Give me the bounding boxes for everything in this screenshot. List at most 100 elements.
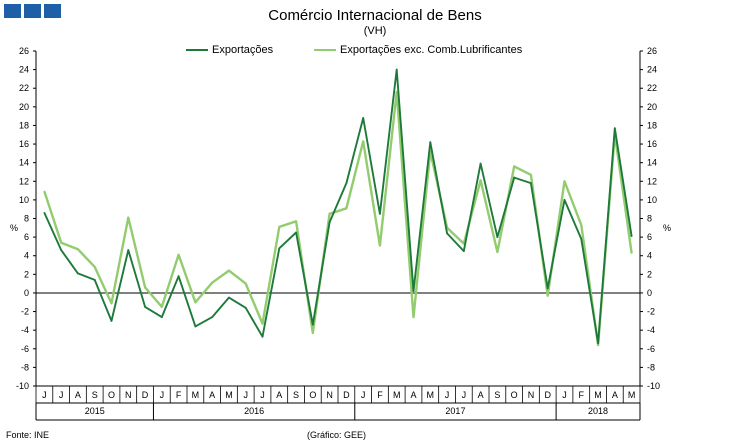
data-point-exportacoes-exc [93, 265, 96, 268]
legend-label-exportacoes: Exportações [212, 44, 274, 56]
x-tick-label: M [427, 390, 435, 400]
data-point-exportacoes-exc [513, 165, 516, 168]
data-point-exportacoes [244, 306, 247, 309]
y-tick-label-right: 22 [647, 83, 657, 93]
data-point-exportacoes [194, 325, 197, 328]
data-point-exportacoes-exc [412, 316, 415, 319]
data-point-exportacoes [462, 250, 465, 252]
x-tick-label: F [377, 390, 383, 400]
data-point-exportacoes [110, 319, 113, 322]
y-tick-label-right: 2 [647, 269, 652, 279]
data-point-exportacoes [295, 231, 297, 234]
y-tick-label-right: -8 [647, 362, 655, 372]
x-tick-label: O [511, 390, 518, 400]
x-tick-label: J [243, 390, 248, 400]
data-point-exportacoes-exc [379, 244, 381, 247]
x-tick-label: A [410, 390, 416, 400]
data-point-exportacoes-exc [261, 322, 264, 325]
chart-credit: (Gráfico: GEE) [307, 430, 367, 440]
x-tick-label: A [612, 390, 618, 400]
data-point-exportacoes [580, 238, 583, 240]
y-tick-label-right: 12 [647, 176, 657, 186]
data-point-exportacoes-exc [211, 281, 214, 284]
data-point-exportacoes [546, 287, 549, 290]
y-tick-label-right: 18 [647, 120, 657, 130]
y-tick-label-right: -10 [647, 381, 660, 391]
x-tick-label: M [628, 390, 636, 400]
data-point-exportacoes-exc [144, 286, 146, 289]
data-point-exportacoes [597, 342, 599, 345]
y-tick-label-left: 24 [19, 65, 29, 75]
logo-block [44, 4, 61, 18]
data-point-exportacoes [379, 212, 381, 215]
data-point-exportacoes-exc [395, 91, 398, 93]
chart-subtitle: (VH) [363, 25, 387, 37]
data-point-exportacoes [630, 235, 633, 238]
data-point-exportacoes-exc [244, 282, 247, 285]
logo [4, 4, 61, 18]
data-point-exportacoes [479, 162, 482, 165]
data-point-exportacoes [43, 212, 46, 214]
x-tick-label: N [125, 390, 132, 400]
x-tick-label: S [293, 390, 299, 400]
y-tick-label-left: 6 [24, 232, 29, 242]
data-point-exportacoes [395, 68, 398, 71]
chart-title: Comércio Internacional de Bens [268, 7, 482, 24]
y-tick-label-left: 14 [19, 158, 29, 168]
y-tick-label-left: -2 [21, 307, 29, 317]
data-point-exportacoes-exc [43, 190, 46, 193]
data-point-exportacoes-exc [546, 294, 549, 297]
data-point-exportacoes-exc [496, 251, 499, 253]
data-point-exportacoes-exc [530, 173, 532, 176]
x-tick-label: A [75, 390, 81, 400]
data-point-exportacoes-exc [580, 224, 583, 226]
y-tick-label-left: 18 [19, 120, 29, 130]
data-point-exportacoes-exc [311, 332, 314, 334]
x-tick-label: A [276, 390, 282, 400]
data-point-exportacoes [127, 249, 130, 252]
data-point-exportacoes-exc [77, 248, 79, 251]
y-tick-label-right: 6 [647, 232, 652, 242]
x-tick-label: J [42, 390, 47, 400]
data-point-exportacoes-exc [597, 344, 599, 346]
x-tick-label: J [361, 390, 366, 400]
y-tick-label-left: 20 [19, 102, 29, 112]
x-tick-label: O [309, 390, 316, 400]
x-tick-label: S [92, 390, 98, 400]
y-tick-label-left: 26 [19, 46, 29, 56]
data-point-exportacoes [77, 272, 79, 275]
y-tick-label-right: 0 [647, 288, 652, 298]
data-point-exportacoes [93, 279, 96, 281]
y-tick-label-left: 16 [19, 139, 29, 149]
data-point-exportacoes-exc [295, 220, 297, 223]
year-label: 2017 [445, 406, 465, 416]
data-point-exportacoes-exc [194, 301, 197, 304]
x-tick-label: M [393, 390, 401, 400]
data-point-exportacoes-exc [345, 207, 348, 210]
data-point-exportacoes [613, 127, 616, 130]
x-tick-label: J [59, 390, 64, 400]
y-tick-label-right: 14 [647, 158, 657, 168]
y-tick-label-left: 10 [19, 195, 29, 205]
data-point-exportacoes [496, 236, 499, 239]
y-tick-label-left: 2 [24, 269, 29, 279]
data-point-exportacoes [328, 221, 331, 224]
data-point-exportacoes-exc [630, 252, 633, 254]
source-note: Fonte: INE [6, 430, 50, 440]
year-label: 2018 [588, 406, 608, 416]
series-line-exportacoes [43, 68, 633, 345]
y-tick-label-right: 24 [647, 65, 657, 75]
y-tick-label-right: 10 [647, 195, 657, 205]
x-tick-label: N [528, 390, 535, 400]
x-tick-label: A [209, 390, 215, 400]
data-point-exportacoes-exc [479, 179, 482, 182]
data-point-exportacoes-exc [60, 241, 63, 244]
data-point-exportacoes [177, 275, 180, 278]
y-tick-label-right: 4 [647, 251, 652, 261]
logo-block [24, 4, 41, 18]
y-tick-label-left: 0 [24, 288, 29, 298]
x-tick-label: F [176, 390, 182, 400]
data-point-exportacoes-exc [160, 306, 163, 308]
x-tick-label: N [326, 390, 333, 400]
